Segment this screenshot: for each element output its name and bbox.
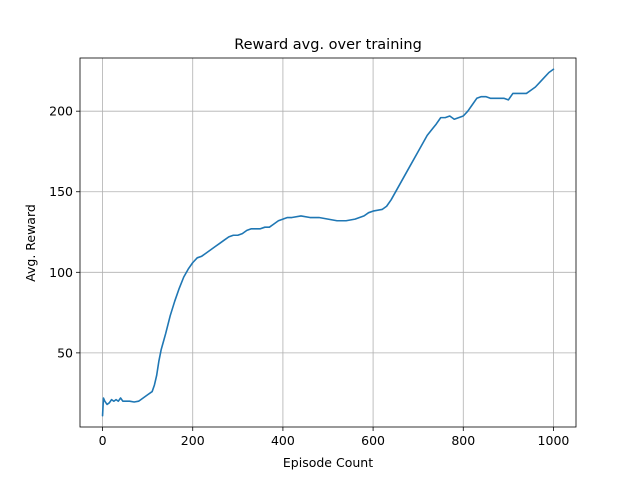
x-tick-label: 800 [451,433,475,448]
y-axis-label: Avg. Reward [23,204,38,282]
axis-ticks: 0 200 400 600 800 1000 50 100 150 200 [49,104,569,448]
grid-lines [80,58,576,427]
x-axis-label: Episode Count [283,455,373,470]
chart-title: Reward avg. over training [234,37,422,53]
plot-frame [79,57,577,428]
y-tick-label: 100 [49,265,73,280]
x-tick-label: 400 [271,433,295,448]
x-tick-label: 600 [361,433,385,448]
y-tick-label: 200 [49,104,73,119]
y-tick-label: 150 [49,184,73,199]
y-tick-label: 50 [57,345,73,360]
series-layer [101,68,555,417]
x-tick-label: 1000 [538,433,570,448]
plot-area-background [80,58,576,427]
x-tick-label: 0 [99,433,107,448]
series-line [101,68,555,417]
x-tick-label: 200 [181,433,205,448]
